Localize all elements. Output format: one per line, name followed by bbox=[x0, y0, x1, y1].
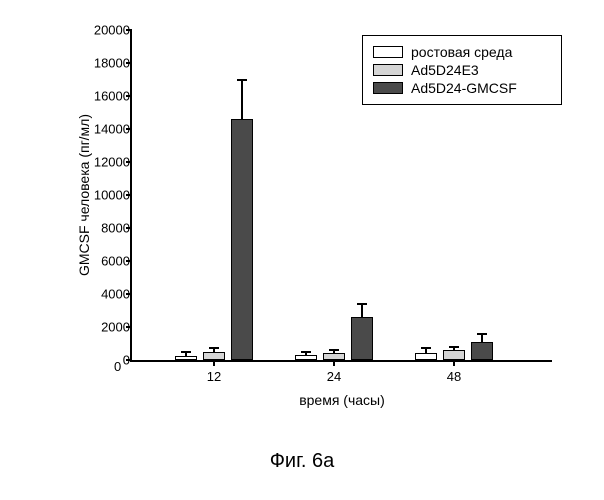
error-cap bbox=[477, 333, 487, 335]
bar bbox=[415, 353, 437, 360]
plot-area: GMCSF человека (пг/мл) время (часы) 0 02… bbox=[130, 30, 552, 362]
ytick-label: 4000 bbox=[70, 287, 130, 302]
xtick-label: 48 bbox=[447, 369, 461, 384]
error-bar bbox=[361, 304, 363, 317]
xtick-mark bbox=[453, 360, 455, 366]
xtick-label: 24 bbox=[327, 369, 341, 384]
bar bbox=[471, 342, 493, 360]
bar bbox=[323, 353, 345, 360]
ytick-label: 20000 bbox=[70, 23, 130, 38]
legend: ростовая среда Ad5D24E3 Ad5D24-GMCSF bbox=[362, 35, 562, 105]
error-cap bbox=[329, 349, 339, 351]
error-cap bbox=[181, 351, 191, 353]
ytick-label: 8000 bbox=[70, 221, 130, 236]
xtick-mark bbox=[333, 360, 335, 366]
bar bbox=[351, 317, 373, 360]
figure-caption: Фиг. 6а bbox=[0, 450, 604, 473]
legend-row: Ad5D24-GMCSF bbox=[373, 80, 551, 96]
error-cap bbox=[449, 346, 459, 348]
ytick-label: 6000 bbox=[70, 254, 130, 269]
error-cap bbox=[301, 351, 311, 353]
figure-container: GMCSF человека (пг/мл) время (часы) 0 02… bbox=[0, 0, 604, 500]
ytick-label: 0 bbox=[70, 353, 130, 368]
error-bar bbox=[241, 80, 243, 120]
legend-swatch bbox=[373, 46, 403, 58]
ytick-label: 10000 bbox=[70, 188, 130, 203]
xtick-label: 12 bbox=[207, 369, 221, 384]
x-axis-label: время (часы) bbox=[132, 392, 552, 408]
ytick-label: 16000 bbox=[70, 89, 130, 104]
ytick-label: 12000 bbox=[70, 155, 130, 170]
bar bbox=[231, 119, 253, 360]
legend-label: ростовая среда bbox=[411, 44, 512, 60]
legend-label: Ad5D24E3 bbox=[411, 62, 479, 78]
chart-area: GMCSF человека (пг/мл) время (часы) 0 02… bbox=[70, 20, 560, 400]
error-bar bbox=[481, 334, 483, 341]
bar bbox=[203, 352, 225, 360]
bar bbox=[295, 355, 317, 360]
legend-row: Ad5D24E3 bbox=[373, 62, 551, 78]
error-cap bbox=[237, 79, 247, 81]
error-cap bbox=[421, 347, 431, 349]
bar bbox=[443, 350, 465, 360]
error-cap bbox=[209, 347, 219, 349]
legend-label: Ad5D24-GMCSF bbox=[411, 80, 517, 96]
error-cap bbox=[357, 303, 367, 305]
legend-row: ростовая среда bbox=[373, 44, 551, 60]
legend-swatch bbox=[373, 64, 403, 76]
ytick-label: 2000 bbox=[70, 320, 130, 335]
bar bbox=[175, 356, 197, 360]
ytick-label: 18000 bbox=[70, 56, 130, 71]
legend-swatch bbox=[373, 82, 403, 94]
ytick-label: 14000 bbox=[70, 122, 130, 137]
xtick-mark bbox=[213, 360, 215, 366]
